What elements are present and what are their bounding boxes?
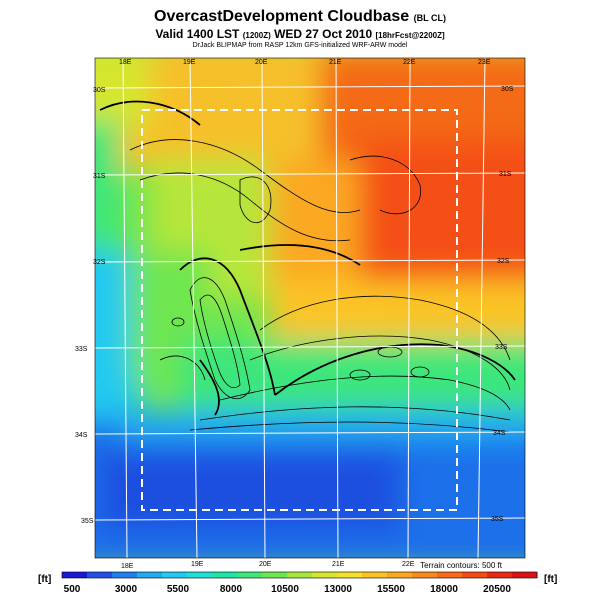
lon-label-bottom: 19E — [191, 561, 204, 568]
lon-labels-bottom: 18E 19E 20E 21E 22E — [121, 561, 415, 570]
lat-label-right: 32S — [497, 258, 510, 265]
terrain-contour-note: Terrain contours: 500 ft — [420, 561, 502, 570]
lon-label-bottom: 22E — [402, 561, 415, 568]
unit-label-right: [ft] — [544, 574, 558, 585]
lon-label-bottom: 18E — [121, 563, 134, 570]
subtitle-utc: (1200Z) — [242, 31, 271, 40]
lon-label-bottom: 21E — [332, 561, 345, 568]
lon-labels-top: 18E 19E 20E 21E 22E 23E — [119, 59, 491, 66]
lat-label-left: 32S — [93, 259, 106, 266]
colorbar-tick-label: 3000 — [114, 584, 138, 595]
subtitle-date: WED 27 Oct 2010 — [274, 27, 373, 41]
lat-label-left: 35S — [81, 518, 94, 525]
map-title: OvercastDevelopment Cloudbase (BL CL) — [0, 8, 600, 26]
lat-label-left: 31S — [93, 173, 106, 180]
terrain-contours — [129, 139, 511, 433]
unit-label-left: [ft] — [38, 574, 52, 585]
colorbar-tick-label: 500 — [63, 584, 81, 595]
cloudbase-contours — [99, 100, 516, 416]
lon-label-top: 21E — [329, 59, 342, 66]
colorbar-tick-label: 13000 — [324, 584, 352, 595]
lat-label-left: 33S — [75, 346, 88, 353]
lat-label-right: 31S — [499, 171, 512, 178]
lat-label-right: 35S — [491, 516, 504, 523]
lat-label-right: 33S — [495, 344, 508, 351]
colorbar-tick-label: 10500 — [271, 584, 299, 595]
subtitle-forecast: [18hrFcst@2200Z] — [375, 31, 445, 40]
map-subtitle: Valid 1400 LST (1200Z) WED 27 Oct 2010 [… — [0, 27, 600, 41]
colorbar-tick-label: 15500 — [377, 584, 405, 595]
colorbar-tick-label: 5500 — [166, 584, 190, 595]
lat-label-right: 34S — [493, 430, 506, 437]
colorbar-tick-label: 20500 — [483, 584, 511, 595]
lon-label-top: 23E — [478, 59, 491, 66]
lon-label-top: 22E — [403, 59, 416, 66]
map-frame — [94, 57, 526, 559]
lon-label-top: 19E — [183, 59, 196, 66]
subtitle-valid: Valid 1400 LST — [155, 27, 240, 41]
lat-labels-left: 30S 31S 32S 33S 34S 35S — [75, 87, 106, 525]
lon-label-bottom: 20E — [259, 561, 272, 568]
title-main: OvercastDevelopment Cloudbase — [154, 8, 410, 25]
cloudbase-field — [95, 58, 525, 558]
lat-label-left: 34S — [75, 432, 88, 439]
inner-domain-box — [141, 109, 458, 511]
colorbar-tick-label: 8000 — [219, 584, 243, 595]
lat-labels-right: 30S 31S 32S 33S 34S 35S — [491, 86, 514, 523]
colorbar-tick-label: 18000 — [430, 584, 458, 595]
lat-label-left: 30S — [93, 87, 106, 94]
lon-label-top: 20E — [255, 59, 268, 66]
lat-label-right: 30S — [501, 86, 514, 93]
graticule — [95, 58, 525, 558]
lon-label-top: 18E — [119, 59, 132, 66]
title-suffix: (BL CL) — [413, 13, 446, 23]
map-credit: DrJack BLIPMAP from RASP 12km GFS-initia… — [192, 42, 408, 49]
